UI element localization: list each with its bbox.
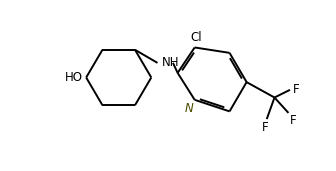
Text: Cl: Cl — [191, 31, 202, 44]
Text: N: N — [184, 102, 193, 115]
Text: HO: HO — [65, 71, 83, 84]
Text: F: F — [262, 121, 268, 134]
Text: NH: NH — [162, 56, 180, 69]
Text: F: F — [293, 83, 300, 96]
Text: F: F — [290, 114, 297, 127]
